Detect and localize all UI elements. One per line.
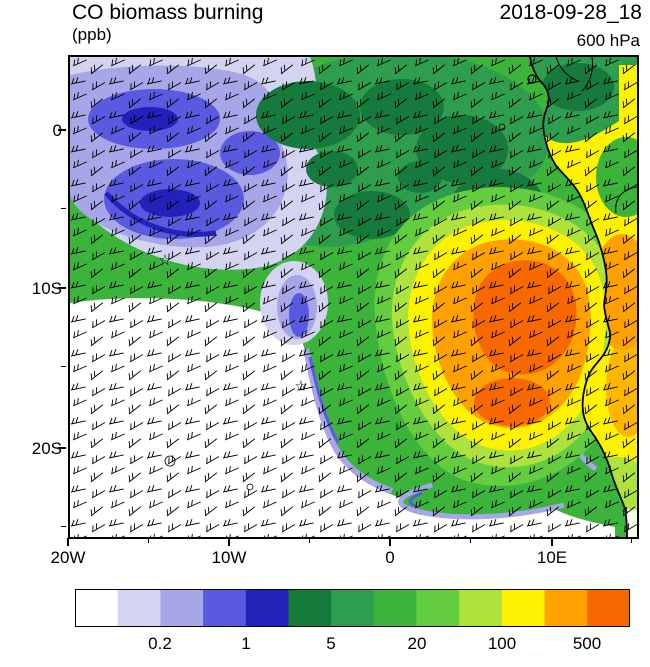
colorbar-cell xyxy=(75,589,118,627)
x-minor-tick xyxy=(631,538,632,543)
colorbar-cell xyxy=(117,589,161,627)
y-minor-tick xyxy=(61,208,66,209)
y-tick-label-20s: 20S xyxy=(31,439,62,458)
map-panel: ☆ ☆ xyxy=(68,55,639,539)
y-major-tick xyxy=(58,287,66,289)
datetime-label: 2018-09-28_18 xyxy=(499,1,642,24)
colorbar-cell xyxy=(288,589,332,627)
colorbar-label: 100 xyxy=(487,634,517,653)
colorbar-label: 20 xyxy=(407,634,427,653)
colorbar-cell xyxy=(544,589,588,627)
x-tick-label-20w: 20W xyxy=(50,548,86,567)
y-minor-tick xyxy=(61,366,66,367)
y-minor-tick xyxy=(61,526,66,527)
x-major-tick xyxy=(551,538,553,546)
colorbar-cell xyxy=(459,589,503,627)
colorbar-cell xyxy=(501,589,545,627)
y-major-tick xyxy=(58,447,66,449)
colorbar-label: 500 xyxy=(572,634,602,653)
x-tick-label-10e: 10E xyxy=(536,548,568,567)
x-minor-tick xyxy=(148,538,149,543)
co-contour-map: ☆ ☆ xyxy=(70,57,637,537)
colorbar-outline xyxy=(75,589,630,627)
colorbar-cell xyxy=(416,589,460,627)
x-minor-tick xyxy=(309,538,310,543)
y-tick-label-10s: 10S xyxy=(31,279,62,298)
y-tick-label-0: 0 xyxy=(10,121,62,141)
x-tick-label-10w: 10W xyxy=(211,548,247,567)
colorbar-label: 5 xyxy=(326,634,336,653)
pressure-level-label: 600 hPa xyxy=(576,31,640,50)
colorbar-cell xyxy=(587,589,630,627)
colorbar-cell xyxy=(203,589,247,627)
colorbar-label: 1 xyxy=(241,634,251,653)
x-major-tick xyxy=(67,538,69,546)
colorbar-cell xyxy=(245,589,289,627)
wind-barbs-overlay xyxy=(70,57,637,537)
x-minor-tick xyxy=(470,538,471,543)
colorbar-cell xyxy=(160,589,204,627)
y-major-tick xyxy=(58,129,66,131)
x-major-tick xyxy=(389,538,391,546)
colorbar-label: 0.2 xyxy=(148,634,172,653)
colorbar xyxy=(75,589,630,627)
page-title: CO biomass burning xyxy=(72,1,264,24)
x-tick-label-0: 0 xyxy=(385,548,395,567)
colorbar-cell xyxy=(331,589,375,627)
colorbar-cell xyxy=(373,589,417,627)
units-label: (ppb) xyxy=(72,25,112,44)
x-major-tick xyxy=(228,538,230,546)
